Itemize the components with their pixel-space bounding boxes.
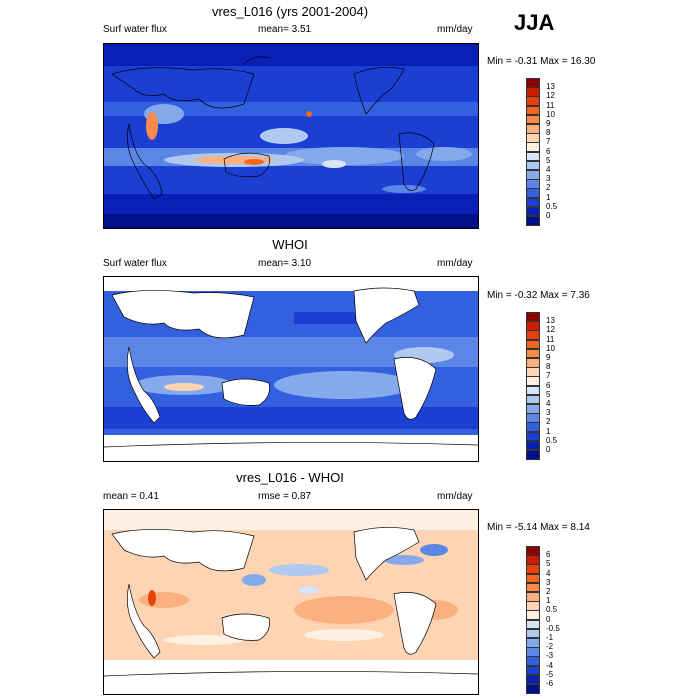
colorbar-tick-label: 0.5 — [546, 605, 558, 615]
colorbar-tick-label: 10 — [546, 109, 555, 119]
colorbar-tick-label: 0 — [546, 445, 551, 454]
colorbar-tick-label: 3 — [546, 577, 551, 587]
colorbar-tick-label: 0.5 — [546, 435, 558, 445]
colorbar-tick-label: 2 — [546, 587, 551, 596]
colorbar-tick-label: 3 — [546, 174, 551, 184]
colorbar-tick-label: 13 — [546, 316, 555, 326]
colorbar-tick-label: -1 — [546, 633, 554, 642]
colorbar-swatch — [526, 216, 540, 226]
colorbar-tick-label: 7 — [546, 137, 551, 147]
colorbar-tick-label: 5 — [546, 155, 551, 165]
panel-obs-mean: mean= 3.10 — [258, 258, 312, 269]
panel-obs-title: WHOI — [272, 237, 308, 252]
colorbar-tick-label: 5 — [546, 559, 551, 569]
colorbar-tick-label: -6 — [546, 679, 554, 688]
colorbar-tick-label: 11 — [546, 334, 555, 344]
panel-model-variable: Surf water flux — [103, 24, 167, 35]
panel-model-title: vres_L016 (yrs 2001-2004) — [211, 4, 369, 19]
panel-diff-minmax: Min = -5.14 Max = 8.14 — [487, 522, 590, 533]
panel-obs-minmax: Min = -0.32 Max = 7.36 — [487, 290, 590, 301]
colorbar-tick-label: 4 — [546, 568, 551, 578]
panel-diff-map — [103, 509, 479, 695]
panel-diff-rmse: rmse = 0.87 — [258, 491, 312, 502]
panel-diff-title: vres_L016 - WHOI — [236, 470, 344, 485]
colorbar-tick-label: -0.5 — [546, 623, 560, 633]
colorbar-tick-label: -2 — [546, 642, 554, 652]
colorbar-tick-label: -4 — [546, 660, 554, 670]
colorbar-tick-label: 1 — [546, 192, 551, 202]
colorbar-tick-label: 11 — [546, 100, 555, 110]
colorbar-tick-label: 3 — [546, 408, 551, 418]
panel-obs-variable: Surf water flux — [103, 258, 167, 269]
colorbar-tick-label: 6 — [546, 380, 551, 390]
colorbar-tick-label: 12 — [546, 325, 555, 335]
colorbar-tick-label: 12 — [546, 91, 555, 101]
panel-model-map — [103, 43, 479, 229]
colorbar-swatch — [526, 684, 540, 694]
colorbar-tick-label: 9 — [546, 353, 551, 362]
panel-model-units: mm/day — [437, 24, 473, 35]
colorbar-tick-label: 6 — [546, 550, 551, 560]
panel-diff-units: mm/day — [437, 491, 473, 502]
colorbar-tick-label: 2 — [546, 183, 551, 193]
colorbar-tick-label: 1 — [546, 426, 551, 436]
panel-obs-units: mm/day — [437, 258, 473, 269]
colorbar-tick-label: 2 — [546, 417, 551, 427]
colorbar-tick-label: -3 — [546, 651, 554, 661]
colorbar-tick-label: 10 — [546, 343, 555, 353]
colorbar-tick-label: 8 — [546, 362, 551, 372]
colorbar-tick-label: 0 — [546, 614, 551, 624]
panel-diff-mean: mean = 0.41 — [103, 491, 159, 502]
colorbar-tick-label: 5 — [546, 389, 551, 399]
colorbar-tick-label: 0 — [546, 211, 551, 220]
colorbar-tick-label: 7 — [546, 371, 551, 381]
colorbar-tick-label: 13 — [546, 82, 555, 92]
colorbar-tick-label: 0.5 — [546, 201, 558, 211]
season-label: JJA — [514, 10, 555, 35]
panel-obs-map — [103, 276, 479, 462]
colorbar-tick-label: 8 — [546, 128, 551, 138]
colorbar-tick-label: 9 — [546, 119, 551, 128]
colorbar-tick-label: 6 — [546, 146, 551, 156]
colorbar-tick-label: 4 — [546, 165, 551, 174]
colorbar-tick-label: -5 — [546, 669, 554, 679]
colorbar-tick-label: 4 — [546, 399, 551, 408]
panel-model-mean: mean= 3.51 — [258, 24, 312, 35]
panel-model-minmax: Min = -0.31 Max = 16.30 — [487, 56, 596, 67]
colorbar-swatch — [526, 450, 540, 460]
colorbar-tick-label: 1 — [546, 596, 551, 606]
